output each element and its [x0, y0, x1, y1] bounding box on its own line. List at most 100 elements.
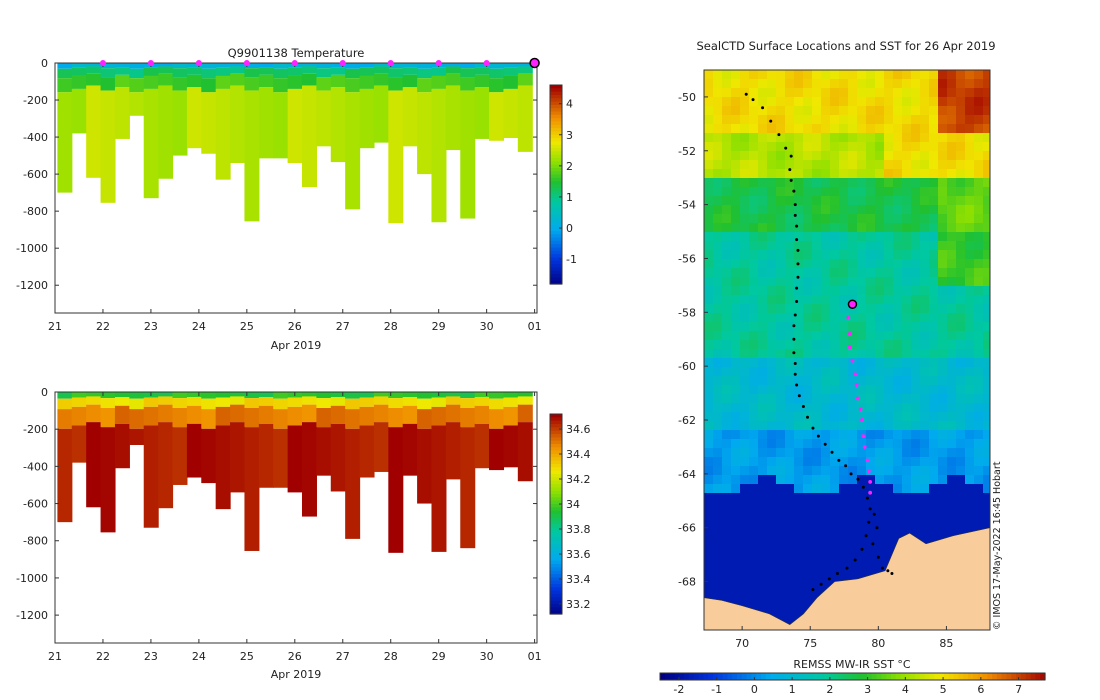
profile-column-layer: [359, 392, 375, 398]
sst-cell: [767, 295, 777, 305]
sst-cell: [749, 601, 759, 611]
profile-column-layer: [330, 74, 346, 88]
sst-cell: [848, 430, 858, 440]
profile-column-layer: [388, 407, 404, 428]
sst-cell: [965, 349, 975, 359]
sst-cell: [821, 79, 831, 89]
sst-cell: [956, 178, 966, 188]
sst-cell: [830, 547, 840, 557]
sst-cell: [803, 142, 813, 152]
map-colorbar-segment: [1001, 673, 1008, 680]
sst-cell: [776, 295, 786, 305]
colorbar-segment: [550, 504, 562, 508]
sst-cell: [821, 565, 831, 575]
sst-cell: [956, 268, 966, 278]
sst-cell: [866, 457, 876, 467]
profile-column-layer: [489, 78, 505, 93]
map-x-tick-label: 70: [735, 637, 749, 650]
sst-cell: [920, 511, 930, 521]
sst-cell: [794, 277, 804, 287]
profile-column-layer: [373, 85, 389, 143]
sst-cell: [911, 502, 921, 512]
sst-cell: [938, 223, 948, 233]
sst-cell: [749, 340, 759, 350]
sst-cell: [920, 124, 930, 134]
sst-cell: [920, 268, 930, 278]
sst-cell: [713, 349, 723, 359]
sst-cell: [911, 178, 921, 188]
sst-cell: [965, 358, 975, 368]
sst-cell: [983, 439, 990, 449]
sst-cell: [758, 385, 768, 395]
y-tick-label: -1000: [16, 572, 48, 585]
sst-cell: [749, 457, 759, 467]
sst-cell: [794, 295, 804, 305]
map-y-tick-label: -58: [678, 306, 696, 319]
colorbar-segment: [550, 507, 562, 512]
sst-cell: [740, 313, 750, 323]
sst-cell: [794, 394, 804, 404]
sst-cell: [893, 340, 903, 350]
sst-cell: [983, 295, 990, 305]
sst-cell: [722, 538, 732, 548]
sst-cell: [938, 241, 948, 251]
colorbar-segment: [550, 197, 562, 202]
profile-column-layer: [402, 67, 418, 75]
sst-cell: [758, 538, 768, 548]
sst-cell: [821, 169, 831, 179]
sst-cell: [731, 520, 741, 530]
map-colorbar-segment: [780, 673, 786, 680]
sst-cell: [740, 88, 750, 98]
sst-cell: [749, 115, 759, 125]
y-tick-label: -1200: [16, 609, 48, 622]
sst-cell: [794, 412, 804, 422]
sst-cell: [965, 124, 975, 134]
profile-column-layer: [445, 392, 461, 397]
sst-cell: [794, 367, 804, 377]
sst-cell: [794, 340, 804, 350]
x-tick-label: 24: [192, 650, 206, 663]
sst-cell: [785, 565, 795, 575]
sst-cell: [812, 142, 822, 152]
track-point: [795, 383, 799, 387]
map-colorbar-segment: [669, 673, 676, 680]
profile-column-layer: [431, 406, 447, 426]
sst-cell: [929, 484, 939, 494]
sst-cell: [884, 511, 894, 521]
sst-cell: [839, 502, 849, 512]
sst-cell: [740, 277, 750, 287]
sst-cell: [866, 115, 876, 125]
colorbar-segment: [550, 474, 562, 478]
sst-cell: [821, 394, 831, 404]
sst-cell: [866, 412, 876, 422]
sst-cell: [929, 169, 939, 179]
sst-cell: [947, 268, 957, 278]
sst-cell: [920, 367, 930, 377]
sst-cell: [812, 367, 822, 377]
sst-cell: [776, 565, 786, 575]
sst-cell: [929, 115, 939, 125]
profile-column-layer: [57, 392, 73, 399]
sst-cell: [722, 196, 732, 206]
sst-cell: [803, 574, 813, 584]
sst-cell: [902, 520, 912, 530]
sst-cell: [758, 286, 768, 296]
sst-cell: [749, 124, 759, 134]
sst-cell: [866, 70, 876, 80]
sst-cell: [812, 205, 822, 215]
sst-cell: [893, 511, 903, 521]
profile-column-layer: [489, 392, 505, 399]
colorbar-segment: [550, 534, 562, 538]
sst-cell: [722, 313, 732, 323]
sst-cell: [884, 313, 894, 323]
sst-cell: [803, 556, 813, 566]
sst-cell: [758, 394, 768, 404]
sst-cell: [902, 331, 912, 341]
colorbar-segment: [550, 174, 562, 179]
map-colorbar-segment: [722, 673, 728, 680]
sst-cell: [884, 466, 894, 476]
sst-cell: [740, 448, 750, 458]
colorbar-segment: [550, 118, 562, 123]
sst-cell: [956, 439, 966, 449]
profile-column-layer: [158, 404, 174, 423]
